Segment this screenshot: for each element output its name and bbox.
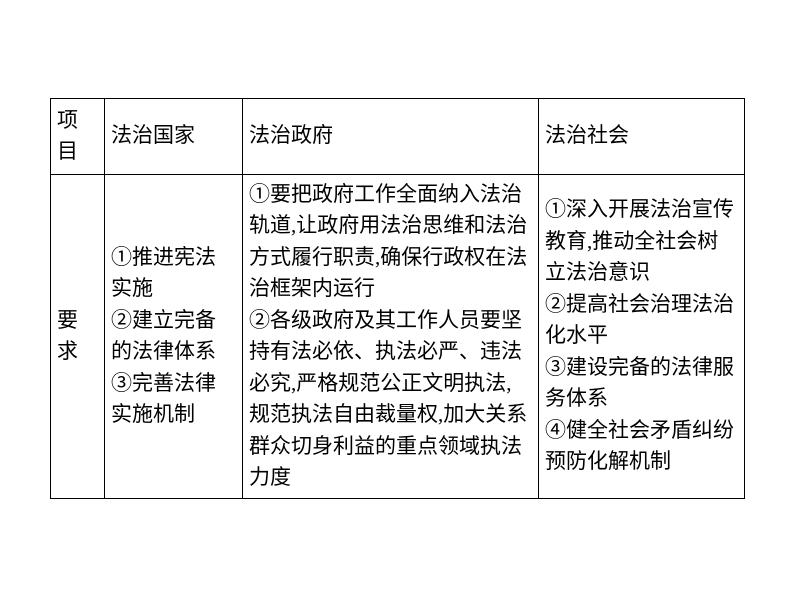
header-cell-society: 法治社会 [539,98,745,174]
table-header-row: 项目 法治国家 法治政府 法治社会 [51,98,745,174]
table-container: 项目 法治国家 法治政府 法治社会 要求 ①推进宪法实施②建立完备的法律体系③完… [0,58,794,539]
header-cell-government: 法治政府 [243,98,539,174]
cell-government: ①要把政府工作全面纳入法治轨道,让政府用法治思维和法治方式履行职责,确保行政权在… [243,174,539,498]
row-label-cell: 要求 [51,174,105,498]
content-table: 项目 法治国家 法治政府 法治社会 要求 ①推进宪法实施②建立完备的法律体系③完… [50,98,745,499]
header-cell-country: 法治国家 [105,98,243,174]
cell-country: ①推进宪法实施②建立完备的法律体系③完善法律实施机制 [105,174,243,498]
table-data-row: 要求 ①推进宪法实施②建立完备的法律体系③完善法律实施机制 ①要把政府工作全面纳… [51,174,745,498]
header-cell-project: 项目 [51,98,105,174]
cell-society: ①深入开展法治宣传教育,推动全社会树立法治意识②提高社会治理法治化水平③建设完备… [539,174,745,498]
